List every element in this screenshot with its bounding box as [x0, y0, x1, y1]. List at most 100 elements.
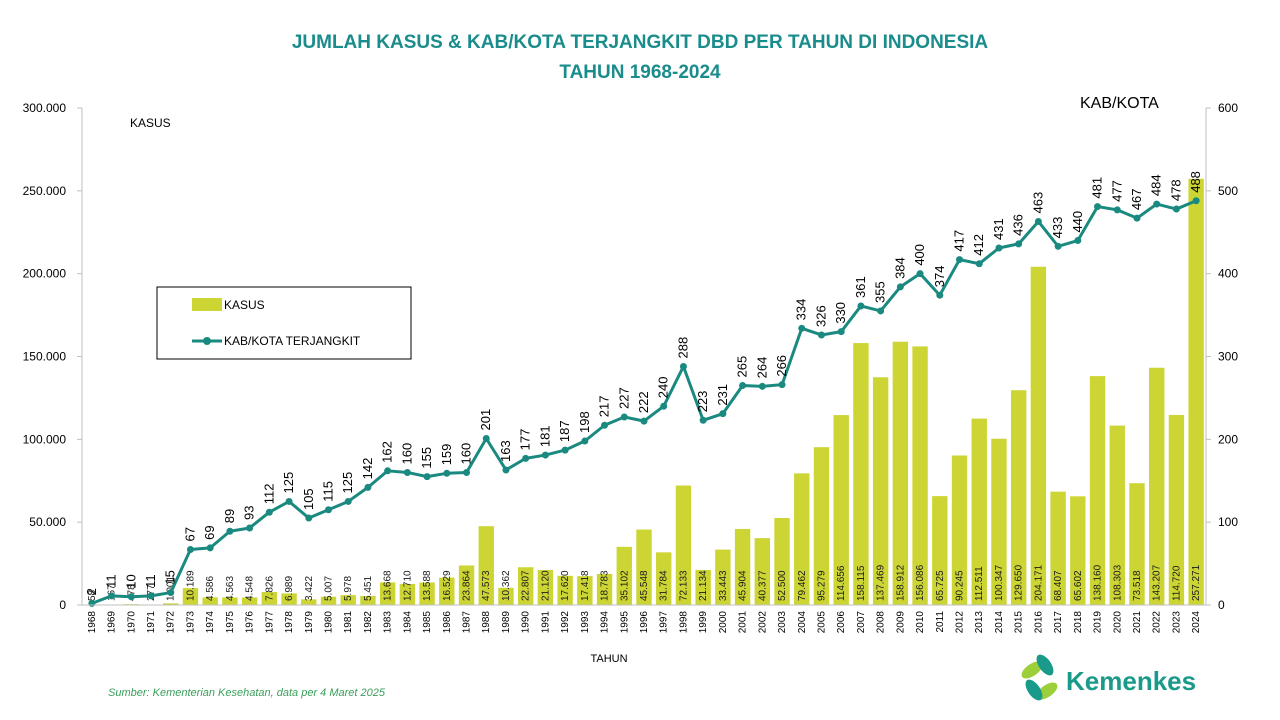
- kabkota-point-2008: [877, 307, 885, 315]
- kabkota-point-1989: [502, 466, 510, 474]
- y-right-tick-label: 100: [1218, 515, 1238, 529]
- y-left-tick-label: 50.000: [29, 515, 66, 529]
- legend-box: [156, 286, 412, 360]
- left-axis-title: KASUS: [130, 116, 171, 130]
- bar-label-2013: 112.511: [974, 566, 985, 601]
- kabkota-point-1988: [482, 435, 490, 443]
- x-tick-label-1997: 1997: [659, 611, 670, 634]
- bar-1995: [616, 546, 632, 605]
- bar-2017: [1050, 491, 1066, 605]
- x-tick-label-1975: 1975: [225, 611, 236, 634]
- bar-1994: [596, 573, 613, 605]
- kabkota-point-1968: [88, 599, 96, 607]
- x-tick-label-1968: 1968: [87, 611, 98, 634]
- bar-label-1988: 47.573: [481, 570, 492, 601]
- bar-label-1974: 4.586: [205, 576, 216, 601]
- x-tick-label-1984: 1984: [402, 611, 413, 634]
- kabkota-point-1983: [384, 467, 392, 475]
- x-tick-label-1979: 1979: [304, 611, 315, 634]
- bar-2019: [1089, 376, 1106, 605]
- x-tick-label-1993: 1993: [580, 611, 591, 634]
- x-axis-title: TAHUN: [590, 653, 627, 665]
- y-right-tick-label: 200: [1218, 432, 1238, 446]
- kabkota-label-1971: 11: [143, 574, 158, 588]
- kabkota-point-2018: [1074, 237, 1082, 245]
- kabkota-point-1981: [344, 497, 352, 505]
- x-tick-label-1992: 1992: [560, 611, 571, 634]
- kabkota-label-2023: 478: [1168, 179, 1183, 201]
- y-left-tick-label: 250.000: [23, 184, 67, 198]
- x-tick-label-2013: 2013: [974, 611, 985, 634]
- x-tick-label-1982: 1982: [363, 611, 374, 634]
- bar-label-1995: 35.102: [619, 570, 630, 601]
- x-tick-label-1981: 1981: [343, 611, 354, 634]
- x-tick-label-1985: 1985: [422, 611, 433, 634]
- kabkota-label-2000: 231: [715, 384, 730, 406]
- kabkota-label-1992: 187: [557, 420, 572, 442]
- kabkota-label-1998: 288: [675, 337, 690, 359]
- bar-1974: [202, 597, 218, 605]
- bar-label-1986: 16.529: [442, 570, 453, 601]
- x-tick-label-1990: 1990: [521, 611, 532, 634]
- y-right-tick-label: 300: [1218, 350, 1238, 364]
- y-right-tick-label: 0: [1218, 598, 1225, 612]
- kabkota-label-2004: 334: [794, 299, 809, 321]
- bar-1981: [340, 595, 356, 605]
- kabkota-label-2003: 266: [774, 355, 789, 377]
- kabkota-point-1979: [305, 514, 313, 522]
- x-tick-label-2017: 2017: [1053, 611, 1064, 634]
- bar-label-1989: 10.362: [501, 570, 512, 601]
- legend-label-kasus: KASUS: [224, 298, 265, 312]
- bar-1988: [478, 526, 494, 605]
- kabkota-label-2021: 467: [1129, 188, 1144, 210]
- kabkota-point-1978: [285, 497, 293, 505]
- kabkota-label-2011: 374: [932, 266, 947, 288]
- x-tick-label-2016: 2016: [1033, 611, 1044, 634]
- bar-1976: [241, 597, 258, 605]
- kabkota-point-2013: [975, 260, 983, 268]
- kabkota-point-1985: [423, 473, 431, 481]
- kabkota-label-1975: 89: [222, 509, 237, 523]
- bar-2003: [774, 518, 790, 605]
- kabkota-label-1986: 159: [439, 444, 454, 466]
- kabkota-label-1979: 105: [301, 488, 316, 510]
- kabkota-point-1974: [206, 544, 214, 552]
- bars-group: [84, 178, 1204, 605]
- kemenkes-logo: Kemenkes: [1021, 654, 1196, 701]
- kabkota-point-2012: [956, 256, 964, 264]
- x-tick-label-2021: 2021: [1132, 611, 1143, 634]
- kabkota-label-2013: 412: [971, 234, 986, 256]
- x-tick-label-1974: 1974: [205, 611, 216, 634]
- bar-label-2002: 40.377: [757, 570, 768, 601]
- kabkota-label-2016: 463: [1030, 192, 1045, 214]
- bar-label-1998: 72.133: [678, 570, 689, 601]
- kabkota-point-1972: [167, 589, 175, 597]
- bar-1983: [379, 582, 396, 605]
- kabkota-point-2017: [1054, 242, 1062, 250]
- bar-1975: [222, 597, 238, 605]
- kabkota-point-2015: [1015, 240, 1023, 248]
- bar-label-2003: 52.500: [777, 570, 788, 601]
- bar-1986: [439, 577, 455, 605]
- kabkota-point-1997: [660, 402, 668, 410]
- y-left-tick-label: 200.000: [23, 267, 67, 281]
- kabkota-point-1995: [620, 413, 628, 421]
- kabkota-label-2024: 488: [1188, 171, 1203, 193]
- legend-label-kabkota: KAB/KOTA TERJANGKIT: [224, 334, 361, 348]
- kabkota-label-1982: 142: [360, 458, 375, 480]
- kabkota-label-1989: 163: [498, 440, 513, 462]
- bar-2007: [853, 343, 869, 605]
- kabkota-point-1984: [403, 468, 411, 476]
- kabkota-point-1976: [246, 524, 254, 532]
- x-tick-label-2023: 2023: [1171, 611, 1182, 634]
- kabkota-label-1973: 67: [182, 527, 197, 541]
- bar-1993: [577, 576, 593, 605]
- bar-label-1982: 5.451: [363, 576, 374, 601]
- bar-1985: [419, 582, 435, 605]
- kabkota-point-1982: [364, 483, 372, 491]
- kabkota-label-2019: 481: [1090, 177, 1105, 199]
- x-tick-label-1987: 1987: [462, 611, 473, 634]
- kabkota-point-2004: [798, 324, 806, 332]
- x-tick-label-1976: 1976: [245, 611, 256, 634]
- x-tick-label-2020: 2020: [1112, 611, 1123, 634]
